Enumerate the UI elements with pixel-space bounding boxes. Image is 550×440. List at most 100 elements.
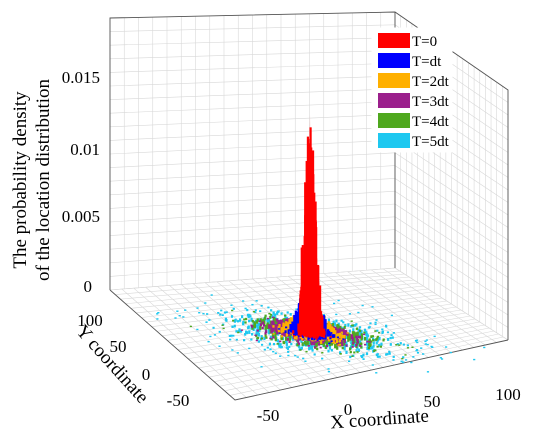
data-point (263, 316, 267, 320)
grid-line (394, 216, 509, 291)
data-point (287, 329, 290, 334)
data-point (328, 330, 331, 337)
data-point (272, 325, 275, 328)
data-point (344, 335, 348, 340)
data-point (374, 349, 377, 352)
data-point (274, 331, 277, 336)
data-point (301, 336, 304, 341)
data-point (229, 338, 232, 341)
data-point (263, 337, 266, 341)
data-point (281, 320, 284, 329)
data-point (254, 309, 257, 312)
data-point (361, 304, 364, 307)
data-point (368, 326, 371, 329)
data-point (416, 351, 420, 354)
data-point (246, 308, 249, 312)
data-point (221, 324, 224, 326)
grid-line (109, 24, 396, 32)
data-point (300, 346, 303, 350)
data-point (257, 322, 260, 327)
data-point (347, 323, 350, 327)
data-point (272, 336, 275, 339)
data-point (425, 339, 428, 341)
data-point (415, 339, 418, 341)
data-point (390, 314, 393, 317)
data-point (244, 333, 247, 336)
data-point (380, 342, 383, 346)
data-point (304, 245, 307, 335)
data-point (260, 320, 263, 324)
data-point (347, 335, 350, 342)
data-point (287, 354, 290, 357)
data-point (333, 302, 336, 305)
data-point (315, 337, 318, 340)
data-point (322, 314, 325, 317)
data-point (301, 258, 304, 335)
z-tick-label: 0.015 (62, 68, 100, 87)
data-point (287, 323, 290, 327)
data-point (210, 294, 213, 296)
data-point (254, 311, 257, 314)
data-point (278, 332, 281, 334)
data-point (339, 351, 342, 355)
data-point (286, 337, 290, 341)
data-point (353, 332, 356, 337)
data-point (291, 321, 294, 333)
data-point (209, 335, 212, 338)
data-point (269, 335, 272, 339)
data-point (285, 326, 288, 329)
data-point (285, 342, 288, 346)
data-point (334, 343, 337, 349)
data-point (274, 334, 277, 339)
data-point (342, 340, 345, 346)
data-point (365, 332, 368, 337)
data-point (368, 339, 371, 343)
legend-label: T=dt (412, 54, 442, 70)
data-point (359, 332, 362, 337)
data-point (386, 353, 389, 356)
data-point (336, 336, 340, 339)
data-point (293, 335, 296, 337)
data-point (287, 350, 290, 353)
data-point (372, 338, 375, 342)
data-point (231, 325, 234, 328)
data-point (343, 325, 346, 329)
data-point (243, 318, 246, 321)
grid-line (109, 37, 396, 46)
data-point (269, 337, 272, 340)
data-point (300, 338, 303, 344)
data-point (356, 332, 359, 336)
data-point (242, 322, 245, 326)
data-point (368, 343, 371, 347)
data-point (230, 304, 233, 306)
data-point (365, 330, 368, 334)
data-point (353, 351, 356, 354)
grid-line (109, 190, 396, 209)
legend-item: T=dt (378, 53, 442, 70)
data-point (327, 368, 330, 370)
data-point (375, 353, 378, 357)
data-point (207, 340, 210, 343)
data-point (339, 341, 342, 347)
data-point (178, 314, 181, 317)
data-point (284, 315, 287, 319)
y-axis-label: Y coordinate (72, 321, 153, 408)
data-point (267, 329, 270, 335)
data-point (282, 324, 285, 333)
data-point (208, 319, 211, 321)
data-point (360, 333, 363, 338)
data-point (324, 346, 327, 349)
data-point (410, 361, 413, 364)
data-point (309, 343, 312, 347)
data-point (297, 326, 300, 336)
data-point (286, 335, 289, 340)
data-point (338, 333, 341, 339)
data-point (357, 311, 360, 314)
axis-frame (109, 289, 509, 401)
data-point (386, 337, 390, 341)
data-point (440, 358, 444, 360)
data-point (277, 319, 280, 323)
data-point (248, 330, 251, 334)
data-point (250, 324, 253, 327)
